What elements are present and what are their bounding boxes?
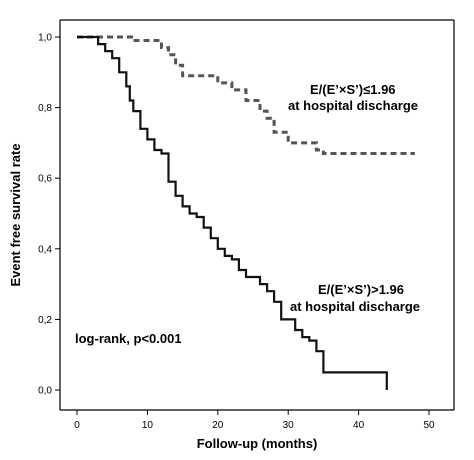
group-low-label-line2: at hospital discharge — [288, 98, 418, 113]
y-axis-title: Event free survival rate — [8, 143, 23, 286]
x-tick-label: 40 — [353, 420, 365, 431]
x-tick-label: 0 — [74, 420, 80, 431]
y-tick-label: 0,4 — [38, 244, 52, 255]
x-tick-label: 20 — [212, 420, 224, 431]
y-tick-label: 0,8 — [38, 103, 52, 114]
y-tick-label: 0,6 — [38, 174, 52, 185]
x-axis-title: Follow-up (months) — [197, 436, 318, 451]
y-tick-label: 1,0 — [38, 33, 52, 44]
group-low-label-line1: E/(E’×S’)≤1.96 — [310, 82, 396, 97]
survival-curve-low-group — [77, 35, 415, 155]
logrank-label: log-rank, p<0.001 — [75, 331, 182, 346]
axes — [59, 19, 455, 411]
x-tick-label: 30 — [283, 420, 295, 431]
group-high-label-line2: at hospital discharge — [290, 299, 420, 314]
x-tick-label: 50 — [423, 420, 435, 431]
y-tick-label: 0,2 — [38, 315, 52, 326]
x-tick-label: 10 — [142, 420, 154, 431]
group-high-label-line1: E/(E’×S’)>1.96 — [318, 282, 404, 297]
y-tick-label: 0,0 — [38, 386, 52, 397]
curves — [77, 35, 415, 390]
ticks: 0 10 20 30 40 50 0,0 0,2 0,4 0,6 0,8 1,0 — [38, 33, 435, 432]
survival-curve-high-group — [77, 35, 388, 390]
